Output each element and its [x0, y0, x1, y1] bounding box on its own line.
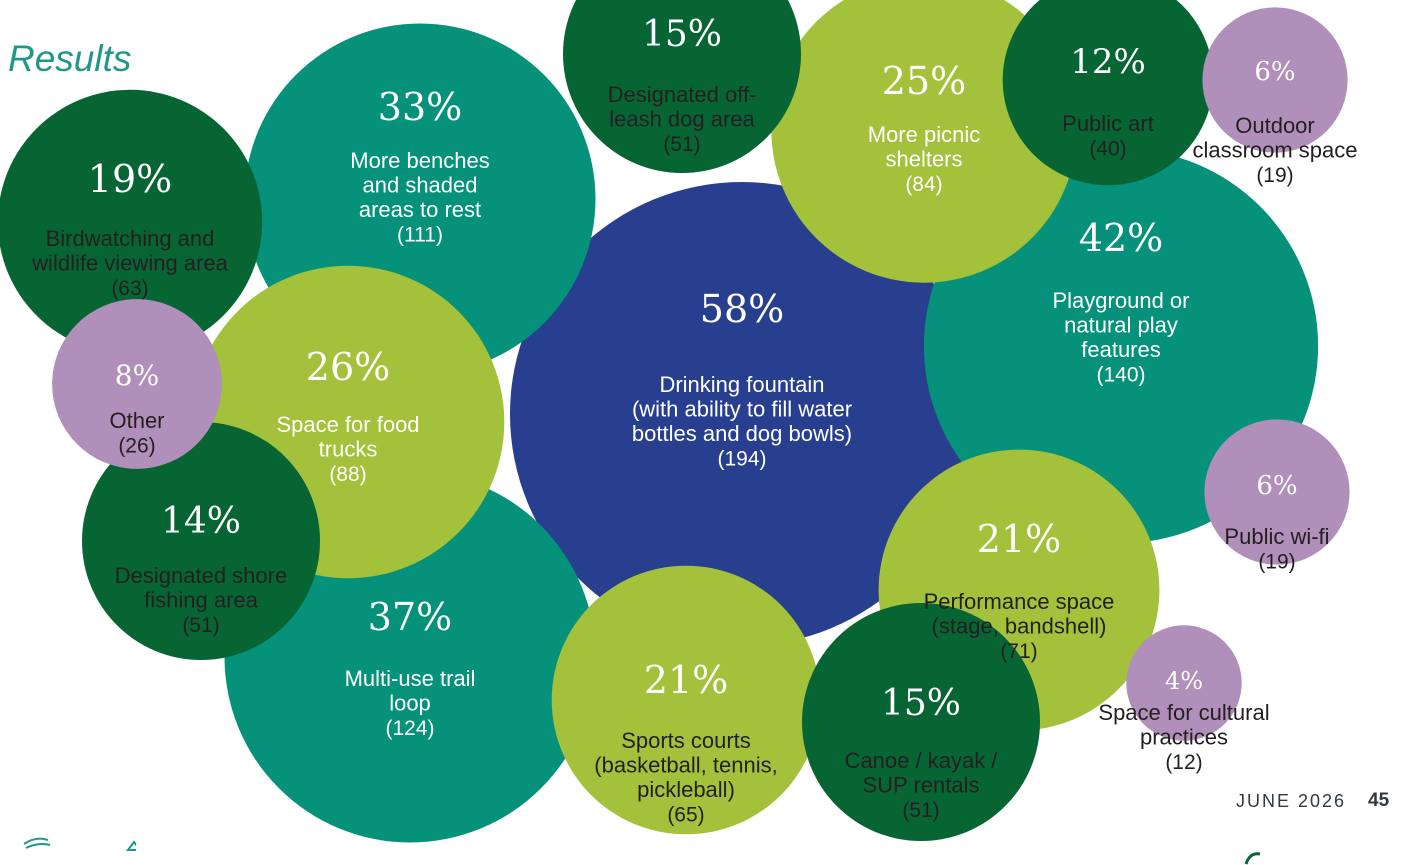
bubble-count: (51) [663, 133, 700, 156]
bubble-count: (194) [717, 448, 766, 471]
bubble [0, 89, 263, 355]
bubble-percent: 21% [977, 517, 1061, 561]
bubble-count: (63) [111, 277, 148, 300]
bubble-label: Multi-use trail loop [345, 666, 476, 716]
bubble [52, 299, 222, 469]
page-title: Results [8, 38, 132, 79]
bubble-label: Canoe / kayak / SUP rentals [845, 748, 999, 798]
bubble-percent: 33% [378, 85, 462, 129]
bubble-label: More picnic shelters [868, 122, 980, 172]
bubble-count: (19) [1258, 551, 1295, 574]
bubble [1126, 625, 1242, 741]
bubble-count: (65) [667, 804, 704, 827]
bubble-percent: 19% [88, 157, 172, 201]
bubble-percent: 25% [882, 59, 966, 103]
bubble-count: (111) [397, 224, 443, 247]
bubble [1002, 0, 1214, 186]
bubble-percent: 58% [700, 287, 784, 331]
bubble-percent: 15% [642, 14, 722, 55]
bubble-label: Designated shore fishing area [115, 563, 287, 613]
bubble-percent: 14% [161, 501, 241, 542]
bubble-count: (51) [182, 614, 219, 637]
bubble [1204, 419, 1350, 565]
bubble-count: (88) [329, 463, 366, 486]
bubble-count: (124) [385, 717, 434, 740]
bubble-count: (140) [1096, 364, 1145, 387]
bubble-label: Outdoor classroom space [1192, 113, 1357, 163]
bubble-label: Space for food trucks [276, 412, 419, 462]
bubble [563, 0, 801, 173]
bubble-label: Public wi-fi [1224, 524, 1329, 549]
bubble-percent: 37% [368, 595, 452, 639]
bubble-percent: 8% [115, 359, 159, 392]
bubble [82, 422, 320, 660]
bubble-percent: 6% [1254, 57, 1295, 87]
logo-icon [23, 837, 136, 851]
bubble-label: Playground or natural play features [1053, 288, 1190, 362]
bubble-percent: 15% [881, 683, 961, 724]
bubble-label: Birdwatching and wildlife viewing area [31, 226, 228, 276]
bubble-label: Other [109, 408, 164, 433]
footer-date: JUNE 2026 [1236, 791, 1347, 811]
bubble [510, 182, 974, 646]
bubble-percent: 21% [644, 658, 728, 702]
bubble-count: (84) [905, 173, 942, 196]
bubble-count: (19) [1256, 164, 1293, 187]
bubble [1202, 7, 1348, 153]
bubble [923, 148, 1319, 544]
page-number: 45 [1368, 790, 1390, 811]
bubble [802, 603, 1040, 841]
bubble-count: (71) [1000, 640, 1037, 663]
bubble-percent: 6% [1256, 471, 1297, 501]
bubble-label: Drinking fountain (with ability to fill w… [632, 372, 852, 446]
bubble [551, 565, 821, 835]
bubble-percent: 4% [1165, 667, 1203, 695]
bubble-label: Performance space (stage, bandshell) [924, 589, 1115, 639]
bubble-label: Designated off-leash dog area [608, 82, 757, 132]
bubble-count: (26) [118, 435, 155, 458]
bubble-label: Public art [1062, 111, 1154, 136]
bubble-percent: 26% [306, 345, 390, 389]
bubble-count: (12) [1165, 751, 1202, 774]
bubble [771, 0, 1077, 283]
bubble-label: Space for cultural practices [1098, 700, 1269, 750]
bubble-percent: 42% [1079, 216, 1163, 260]
bubble-label: More benches and shaded areas to rest [350, 148, 489, 222]
bubble-count: (51) [902, 799, 939, 822]
corner-leaf-icon [1244, 852, 1261, 865]
bubble-percent: 12% [1070, 42, 1146, 82]
bubble-count: (40) [1089, 138, 1126, 161]
bubble-label: Sports courts (basketball, tennis, pickleb… [594, 728, 777, 802]
